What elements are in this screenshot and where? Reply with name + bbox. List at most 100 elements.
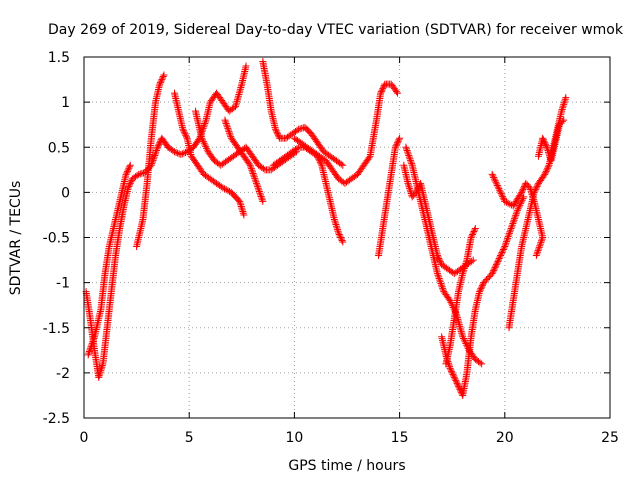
data-point-marker [446, 364, 454, 372]
data-point-marker [504, 199, 512, 207]
data-point-marker [452, 378, 460, 386]
data-point-marker [501, 243, 509, 251]
data-point-marker [478, 360, 486, 368]
data-point-marker [201, 141, 209, 149]
data-point-marker [493, 180, 501, 188]
data-point-marker [95, 373, 103, 381]
data-point-marker [271, 125, 279, 133]
data-point-marker [490, 267, 498, 275]
data-point-marker [333, 224, 341, 232]
data-point-marker [496, 253, 504, 261]
data-point-marker [242, 62, 250, 70]
y-axis-label: SDTVAR / TECUs [8, 181, 24, 296]
data-point-marker [174, 149, 182, 157]
data-point-marker [203, 144, 211, 152]
data-point-marker [478, 282, 486, 290]
data-point-marker [403, 147, 411, 155]
data-point-marker [223, 123, 231, 131]
y-tick-label: -0.5 [43, 231, 70, 247]
x-axis-ticks: 0 5 10 15 20 25 [80, 57, 619, 446]
data-point-marker [450, 372, 458, 380]
data-point-marker [497, 189, 505, 197]
data-point-marker [169, 147, 177, 155]
data-point-marker [496, 186, 504, 194]
data-point-marker [512, 210, 520, 218]
data-point-marker [501, 241, 509, 249]
data-point-marker [515, 203, 523, 211]
data-point-marker [499, 193, 507, 201]
data-point-marker [126, 163, 134, 171]
data-point-marker [492, 261, 500, 269]
data-point-marker [170, 148, 178, 156]
data-point-marker [500, 244, 508, 252]
data-point-marker [534, 248, 542, 256]
data-point-marker [377, 88, 385, 96]
data-point-marker [439, 286, 447, 294]
data-point-marker [511, 213, 519, 221]
data-point-marker [503, 236, 511, 244]
data-point-marker [517, 200, 525, 208]
data-point-marker [339, 238, 347, 246]
data-point-marker [391, 143, 399, 151]
data-point-marker [404, 148, 412, 156]
data-point-marker [498, 249, 506, 257]
data-point-marker [246, 161, 254, 169]
data-point-marker [226, 129, 234, 137]
data-point-marker [84, 351, 92, 359]
data-point-marker [532, 184, 540, 192]
data-point-marker [335, 229, 343, 237]
data-point-marker [254, 183, 262, 191]
data-point-marker [438, 283, 446, 291]
data-point-marker [533, 182, 541, 190]
data-point-marker [89, 336, 97, 344]
data-point-marker [540, 137, 548, 145]
data-point-marker [249, 170, 257, 178]
data-point-marker [535, 245, 543, 253]
data-point-marker [539, 234, 547, 241]
data-point-marker [378, 86, 386, 94]
data-point-marker [469, 229, 477, 237]
data-point-marker [460, 336, 468, 344]
data-point-marker [334, 226, 342, 234]
x-tick-label: 25 [601, 430, 619, 446]
data-point-marker [407, 188, 415, 196]
data-point-marker [544, 164, 552, 172]
data-point-marker [501, 197, 509, 205]
data-point-marker [251, 174, 259, 182]
data-point-marker [494, 183, 502, 191]
data-point-marker [86, 346, 94, 354]
data-point-marker [332, 222, 340, 230]
data-point-marker [95, 372, 103, 380]
data-point-marker [274, 130, 282, 138]
data-point-marker [498, 191, 506, 199]
data-point-marker [331, 219, 339, 227]
data-point-marker [90, 334, 98, 342]
data-point-marker [497, 250, 505, 258]
data-point-marker [449, 370, 457, 378]
data-point-marker [152, 147, 160, 155]
grid-lines [84, 57, 610, 418]
data-point-marker [182, 131, 190, 139]
data-point-marker [509, 220, 517, 228]
data-point-marker [158, 76, 166, 84]
data-point-marker [450, 373, 458, 381]
data-point-marker [395, 136, 403, 144]
data-point-marker [508, 223, 516, 231]
data-point-marker [126, 179, 134, 187]
data-point-marker [499, 247, 507, 255]
data-point-marker [227, 133, 235, 141]
data-point-marker [559, 104, 567, 112]
data-point-marker [151, 150, 159, 158]
data-point-marker [513, 208, 521, 216]
data-point-marker [512, 211, 520, 219]
data-point-marker [544, 163, 552, 171]
data-point-marker [379, 85, 387, 93]
data-point-marker [460, 266, 468, 274]
data-point-marker [200, 123, 208, 131]
x-tick-label: 20 [496, 430, 514, 446]
data-point-marker [133, 171, 141, 179]
data-point-marker [519, 185, 527, 193]
data-point-marker [97, 365, 105, 373]
data-point-marker [530, 188, 538, 196]
data-point-marker [488, 170, 496, 178]
